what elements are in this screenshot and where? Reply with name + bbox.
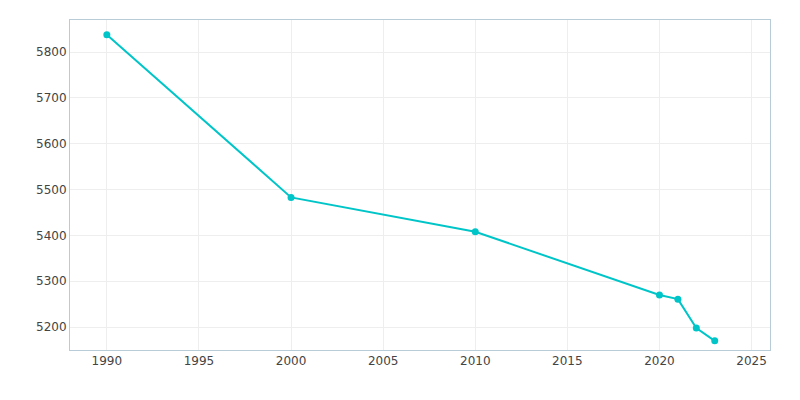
- svg-text:2025: 2025: [736, 354, 767, 368]
- svg-text:2015: 2015: [552, 354, 583, 368]
- svg-text:5300: 5300: [36, 274, 67, 288]
- svg-text:5700: 5700: [36, 91, 67, 105]
- svg-text:2020: 2020: [644, 354, 675, 368]
- svg-text:5600: 5600: [36, 137, 67, 151]
- svg-text:5200: 5200: [36, 320, 67, 334]
- svg-text:1995: 1995: [184, 354, 215, 368]
- svg-text:1990: 1990: [92, 354, 123, 368]
- svg-text:5400: 5400: [36, 229, 67, 243]
- svg-text:5800: 5800: [36, 45, 67, 59]
- svg-text:2005: 2005: [368, 354, 399, 368]
- svg-text:5500: 5500: [36, 183, 67, 197]
- svg-text:2010: 2010: [460, 354, 491, 368]
- svg-text:2000: 2000: [276, 354, 307, 368]
